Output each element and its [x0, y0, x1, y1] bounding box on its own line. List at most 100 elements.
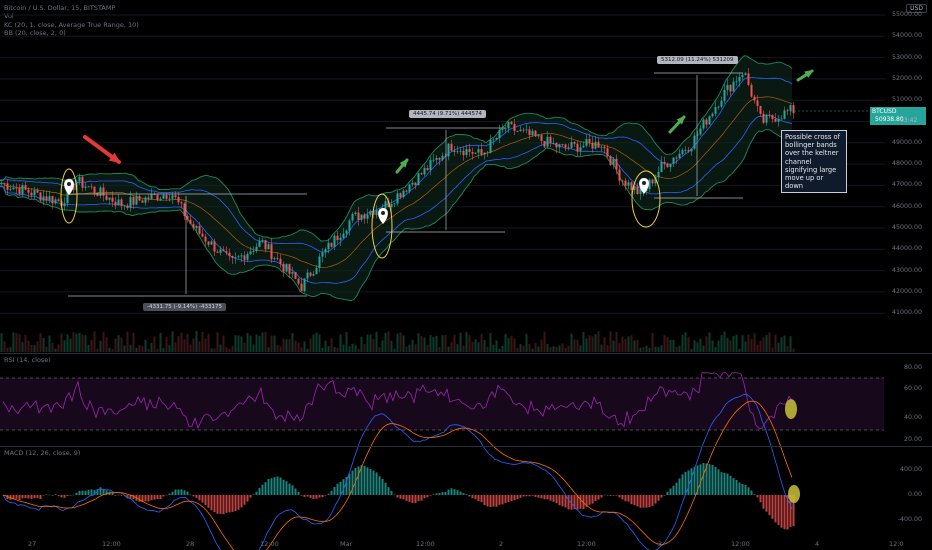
candle-body	[18, 187, 21, 194]
volume-bar	[615, 331, 618, 352]
candle-body	[552, 143, 555, 144]
macd-histogram-bar	[318, 495, 321, 498]
price-axis-label: 48000.00	[892, 160, 923, 168]
macd-histogram-bar	[27, 495, 30, 499]
macd-histogram-bar	[756, 495, 759, 498]
volume-bar	[753, 333, 756, 352]
indicator-kc[interactable]: KC (20, 1, close, Average True Range, 10…	[4, 20, 139, 29]
candle-body	[165, 195, 168, 199]
candle-body	[504, 128, 507, 130]
candle-body	[0, 183, 3, 185]
macd-histogram-bar	[759, 495, 762, 503]
measure-label-up-2[interactable]: 5312.09 (11.24%) 531209	[657, 56, 738, 64]
volume-bar	[546, 343, 549, 352]
candle-body	[585, 139, 588, 146]
volume-bar	[108, 347, 111, 352]
candle-body	[192, 223, 195, 229]
candle-body	[33, 190, 36, 196]
candle-body	[615, 158, 618, 170]
macd-histogram-bar	[261, 484, 264, 495]
macd-histogram-bar	[405, 495, 408, 501]
volume-bar	[312, 334, 315, 352]
rsi-title[interactable]: RSI (14, close)	[4, 356, 51, 364]
volume-bar	[783, 335, 786, 352]
green-arrow-icon-head	[676, 115, 686, 125]
candle-body	[78, 176, 81, 182]
candle-body	[57, 199, 60, 202]
macd-histogram-bar	[36, 495, 39, 499]
volume-bar	[486, 346, 489, 352]
volume-bar	[561, 343, 564, 352]
candle-body	[171, 195, 174, 199]
macd-histogram-bar	[252, 494, 255, 495]
macd-histogram-bar	[537, 495, 540, 498]
volume-bar	[432, 337, 435, 352]
volume-bar	[570, 333, 573, 352]
candle-body	[450, 143, 453, 151]
volume-bar	[6, 347, 9, 352]
macd-histogram-bar	[414, 495, 417, 504]
volume-bar	[189, 344, 192, 352]
candle-body	[594, 141, 597, 149]
macd-axis-neg400: -400.00	[897, 516, 922, 523]
candle-body	[231, 256, 234, 258]
volume-bar	[288, 339, 291, 352]
volume-bar	[771, 347, 774, 352]
volume-bar	[519, 344, 522, 352]
currency-button[interactable]: USD	[906, 4, 927, 13]
macd-title[interactable]: MACD (12, 26, close, 9)	[4, 449, 81, 457]
time-label-1200-f: 12:0	[889, 540, 904, 548]
macd-histogram-bar	[774, 495, 777, 523]
candle-body	[579, 147, 582, 152]
candle-body	[453, 150, 456, 152]
volume-bar	[564, 347, 567, 352]
macd-histogram-bar	[90, 489, 93, 495]
macd-histogram-bar	[483, 495, 486, 506]
volume-bar	[639, 347, 642, 352]
candle-body	[258, 241, 261, 247]
indicator-bb[interactable]: BB (20, close, 2, 0)	[4, 29, 66, 38]
volume-bar	[489, 332, 492, 352]
annotation-note[interactable]: Possible cross of bollinger bands over t…	[781, 130, 847, 194]
candle-body	[126, 205, 129, 209]
measure-label-up-1[interactable]: 4445.74 (9.71%) 444574	[409, 110, 486, 118]
volume-bar	[75, 333, 78, 352]
candle-body	[420, 173, 423, 175]
volume-bar	[612, 340, 615, 352]
candle-body	[303, 278, 306, 292]
macd-histogram-bar	[45, 494, 48, 496]
macd-histogram-bar	[468, 495, 471, 497]
symbol-title[interactable]: Bitcoin / U.S. Dollar, 15, BITSTAMP	[4, 4, 116, 12]
volume-bar	[33, 344, 36, 352]
pane-separator-rsi[interactable]	[0, 353, 932, 354]
measure-label-down[interactable]: -4331.75 (-9.14%) -433175	[143, 303, 226, 311]
macd-histogram-bar	[519, 495, 522, 498]
candle-body	[108, 197, 111, 200]
pane-separator-macd[interactable]	[0, 446, 932, 447]
candle-body	[600, 146, 603, 148]
candle-body	[189, 219, 192, 224]
macd-histogram-bar	[192, 495, 195, 497]
macd-histogram-bar	[42, 494, 45, 496]
volume-bar	[138, 345, 141, 352]
candle-body	[396, 193, 399, 204]
candle-body	[336, 235, 339, 241]
candle-body	[717, 106, 720, 108]
candle-body	[423, 168, 426, 175]
candle-body	[318, 256, 321, 268]
macd-histogram-bar	[558, 495, 561, 506]
volume-bar	[630, 335, 633, 352]
macd-histogram-bar	[573, 495, 576, 510]
candle-body	[525, 129, 528, 131]
volume-bar	[216, 332, 219, 352]
volume-bar	[123, 345, 126, 352]
indicator-vol[interactable]: Vol	[4, 12, 14, 21]
macd-histogram-bar	[72, 494, 75, 496]
volume-bar	[528, 343, 531, 352]
candle-body	[357, 212, 360, 220]
rsi-axis-40: 40.00	[903, 414, 922, 421]
macd-histogram-bar	[96, 489, 99, 495]
candle-body	[627, 182, 630, 186]
candle-body	[222, 249, 225, 252]
